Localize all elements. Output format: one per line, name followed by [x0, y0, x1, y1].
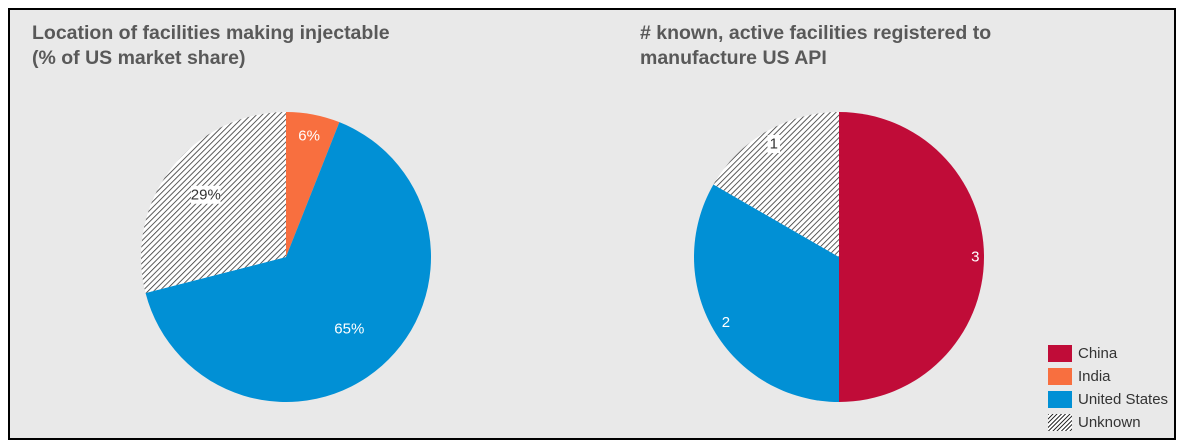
- data-label-unknown: 1: [770, 135, 778, 152]
- chart-frame: Location of facilities making injectable…: [8, 8, 1176, 440]
- title-line: # known, active facilities registered to: [640, 22, 992, 44]
- data-label-china: 3: [971, 249, 979, 266]
- pie-charts: 6% 65% 29% 3 2 1: [141, 111, 984, 403]
- legend-item-unknown: Unknown: [1048, 411, 1168, 434]
- legend-label: India: [1078, 368, 1111, 385]
- legend-swatch-unknown: [1048, 414, 1072, 431]
- data-label-unknown: 29%: [191, 186, 221, 203]
- data-label-united-states: 65%: [334, 320, 364, 337]
- chart-title-market-share: Location of facilities making injectable…: [32, 21, 390, 71]
- legend-label: United States: [1078, 391, 1169, 408]
- legend-item-united-states: United States: [1048, 388, 1168, 411]
- legend-label: Unknown: [1078, 414, 1141, 431]
- pie-slice-india: [286, 112, 340, 257]
- data-label-united-states: 2: [722, 314, 730, 331]
- title-line: manufacture US API: [640, 47, 827, 69]
- legend-item-china: China: [1048, 342, 1168, 365]
- pie-slice-united-states: [145, 122, 432, 403]
- legend-label: China: [1078, 345, 1118, 362]
- data-label-background: [191, 185, 221, 204]
- legend-item-india: India: [1048, 365, 1168, 388]
- legend-swatch-united-states: [1048, 391, 1072, 408]
- legend-swatch-india: [1048, 368, 1072, 385]
- legend-swatch-china: [1048, 345, 1072, 362]
- chart-legend: China India United States Unknown: [1048, 342, 1168, 434]
- pie-slice-china: [839, 112, 984, 402]
- title-line: Location of facilities making injectable: [32, 22, 390, 44]
- data-label-india: 6%: [298, 127, 320, 144]
- pie-slice-unknown: [713, 112, 839, 257]
- pie-slice-united-states: [694, 184, 839, 402]
- title-line: (% of US market share): [32, 47, 246, 69]
- chart-title-api-facilities: # known, active facilities registered to…: [640, 21, 991, 71]
- data-label-background: [767, 134, 780, 153]
